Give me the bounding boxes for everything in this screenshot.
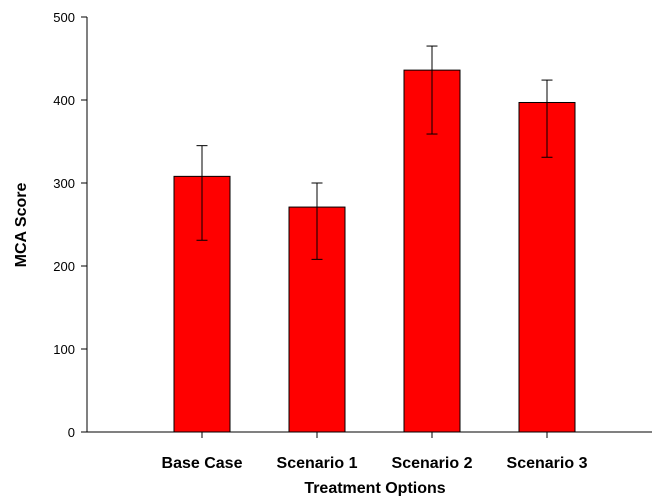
x-tick-label: Scenario 1 — [277, 455, 358, 472]
error-bars-group — [196, 45, 553, 260]
y-tick-label: 200 — [53, 259, 75, 274]
y-axis-title: MCA Score — [13, 183, 30, 268]
x-tick-label: Base Case — [162, 455, 243, 472]
y-tick-label: 0 — [68, 425, 75, 440]
y-tick-label: 400 — [53, 93, 75, 108]
x-tick-label: Scenario 3 — [507, 455, 588, 472]
y-tick-label: 100 — [53, 342, 75, 357]
y-tick-label: 300 — [53, 176, 75, 191]
y-axis-ticks: 0 100 200 300 400 500 — [53, 10, 87, 440]
y-tick-label: 500 — [53, 10, 75, 25]
x-axis-title: Treatment Options — [304, 480, 445, 496]
bars-group — [173, 69, 576, 433]
x-axis-ticks: Base Case Scenario 1 Scenario 2 Scenario 3 — [162, 432, 588, 472]
x-tick-label: Scenario 2 — [392, 455, 473, 472]
